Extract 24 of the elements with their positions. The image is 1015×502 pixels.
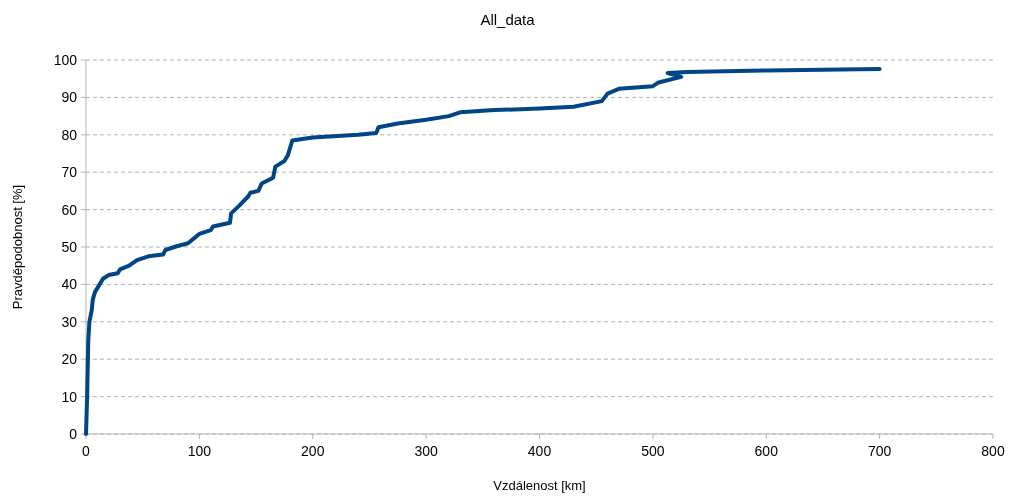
line-series [84, 66, 882, 436]
y-tick-label: 40 [61, 276, 78, 293]
y-axis-title: Pravděpodobnost [%] [10, 184, 25, 310]
y-tick-label: 10 [61, 388, 78, 405]
y-tick-label: 60 [61, 201, 78, 218]
chart-title: All_data [480, 11, 536, 28]
x-tick-label: 400 [527, 443, 552, 459]
y-tick-label: 30 [61, 313, 78, 330]
y-tick-label: 50 [61, 238, 78, 255]
x-tick-label: 300 [414, 443, 439, 459]
y-tick-label: 20 [61, 351, 78, 368]
y-tick-label: 0 [69, 425, 78, 442]
x-axis-title: Vzdálenost [km] [493, 478, 586, 493]
x-tick-label: 0 [82, 443, 91, 459]
y-tick-label: 70 [61, 164, 78, 181]
x-tick-label: 500 [641, 443, 665, 459]
x-tick-label: 100 [187, 443, 212, 459]
x-tick-label: 600 [754, 443, 779, 459]
y-tick-label: 90 [61, 89, 78, 106]
y-tick-label: 100 [53, 51, 78, 68]
x-tick-label: 800 [981, 443, 1005, 459]
y-tick-label: 80 [61, 126, 78, 143]
x-tick-label: 200 [301, 443, 325, 459]
x-tick-label: 700 [867, 443, 892, 459]
